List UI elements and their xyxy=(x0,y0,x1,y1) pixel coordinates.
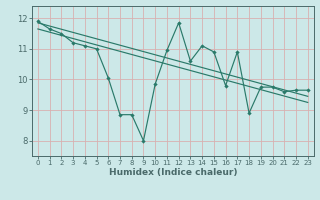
X-axis label: Humidex (Indice chaleur): Humidex (Indice chaleur) xyxy=(108,168,237,177)
